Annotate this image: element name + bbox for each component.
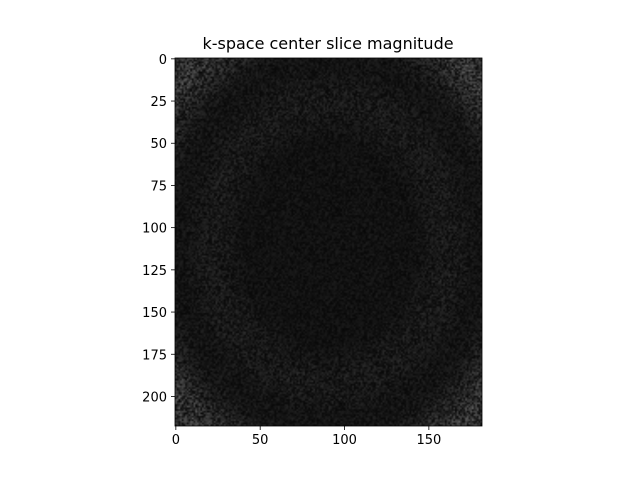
- x-tick-label: 150: [416, 433, 441, 448]
- y-tick-label: 175: [142, 348, 167, 363]
- y-tick-label: 75: [150, 179, 167, 194]
- chart-title: k-space center slice magnitude: [202, 34, 453, 53]
- x-tick-label: 100: [332, 433, 357, 448]
- y-tick-label: 25: [150, 95, 167, 110]
- y-tick-label: 0: [159, 53, 167, 68]
- y-tick-label: 200: [142, 390, 167, 405]
- x-axis: 0 50 100 150: [172, 426, 441, 448]
- y-tick-label: 50: [150, 137, 167, 152]
- y-tick-label: 125: [142, 264, 167, 279]
- y-axis: 0 25 50 75 100 125 150 175 200: [142, 53, 175, 405]
- heatmap-image: [175, 58, 482, 426]
- plot-frame: [174, 57, 483, 427]
- x-tick-label: 50: [252, 433, 269, 448]
- x-tick-label: 0: [172, 433, 180, 448]
- y-tick-label: 150: [142, 306, 167, 321]
- y-tick-label: 100: [142, 222, 167, 237]
